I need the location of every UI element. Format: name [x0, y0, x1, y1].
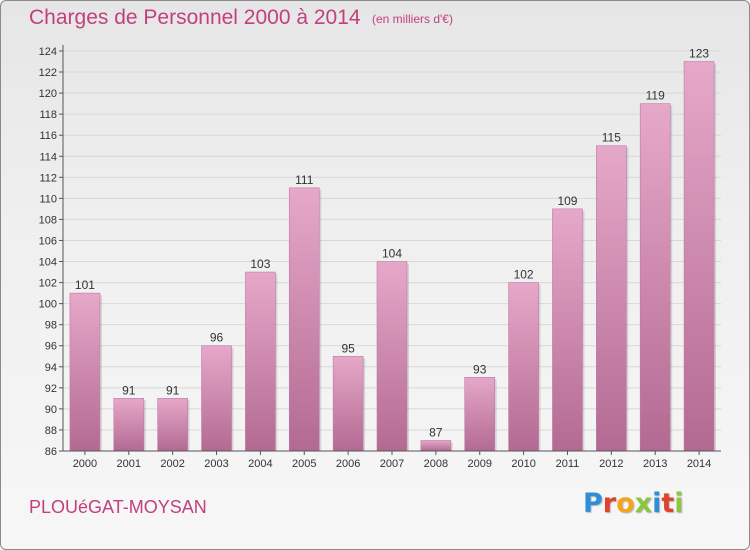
bar-value-label: 103: [250, 257, 270, 271]
bar-value-label: 109: [557, 194, 577, 208]
bar-value-label: 91: [122, 383, 136, 397]
bar-value-label: 123: [689, 47, 709, 61]
x-tick-label: 2003: [204, 458, 228, 470]
place-name: PLOUéGAT-MOYSAN: [29, 497, 207, 517]
x-tick-label: 2007: [380, 458, 404, 470]
axes: [59, 45, 721, 455]
y-tick-label: 102: [39, 278, 57, 290]
bar: [376, 261, 408, 452]
x-tick-label: 2012: [599, 458, 623, 470]
bar: [596, 145, 627, 452]
x-tick-label: 2008: [424, 458, 448, 470]
y-tick-label: 92: [45, 383, 57, 395]
x-tick-label: 2005: [292, 458, 316, 470]
bar-value-label: 96: [210, 331, 224, 345]
y-tick-label: 98: [45, 320, 57, 332]
bar-value-label: 104: [382, 247, 402, 261]
x-tick-label: 2006: [336, 458, 360, 470]
y-tick-label: 88: [45, 425, 57, 437]
y-tick-label: 122: [39, 67, 57, 79]
y-tick-label: 90: [45, 404, 57, 416]
y-tick-label: 86: [45, 446, 57, 458]
x-tick-label: 2013: [643, 458, 667, 470]
bar: [332, 355, 364, 452]
bar-value-label: 111: [295, 173, 314, 187]
logo-letter: o: [616, 488, 635, 519]
chart-unit-note: (en milliers d'€): [372, 12, 453, 26]
bar-value-label: 91: [166, 383, 180, 397]
y-tick-label: 108: [39, 214, 57, 226]
bar-value-label: 115: [602, 131, 621, 145]
y-tick-label: 116: [39, 130, 57, 142]
logo-letter: i: [674, 488, 684, 519]
y-tick-label: 112: [39, 172, 57, 184]
bars: [69, 61, 717, 452]
bar-value-label: 101: [75, 278, 95, 292]
bar: [69, 292, 101, 452]
y-tick-label: 114: [39, 151, 57, 163]
x-tick-label: 2004: [248, 458, 272, 470]
y-tick-label: 110: [39, 193, 57, 205]
bar-value-label: 93: [473, 362, 487, 376]
bar: [113, 398, 145, 452]
bar: [552, 208, 583, 452]
y-tick-label: 100: [39, 299, 57, 311]
bar: [201, 345, 232, 452]
y-tick-label: 118: [39, 109, 57, 121]
y-tick-label: 96: [45, 341, 57, 353]
bar: [464, 377, 496, 452]
x-tick-label: 2000: [73, 458, 97, 470]
proxiti-logo: Proxiti: [583, 488, 684, 519]
bar: [508, 282, 539, 452]
bar-value-label: 87: [429, 425, 443, 439]
chart-title: Charges de Personnel 2000 à 2014: [29, 6, 361, 29]
x-tick-label: 2011: [556, 458, 580, 470]
y-tick-label: 106: [39, 235, 57, 247]
y-tick-label: 94: [45, 362, 57, 374]
logo-letter: t: [661, 488, 675, 519]
logo-letter: r: [602, 488, 617, 519]
x-tick-label: 2009: [467, 458, 491, 470]
y-tick-label: 120: [39, 88, 57, 100]
bar: [639, 103, 671, 452]
bar: [288, 187, 320, 452]
bar-value-label: 102: [514, 268, 534, 282]
logo-letter: i: [652, 488, 662, 519]
x-tick-label: 2010: [511, 458, 535, 470]
bar: [245, 271, 276, 452]
x-tick-label: 2002: [160, 458, 184, 470]
y-tick-label: 104: [39, 257, 57, 269]
bar: [683, 61, 715, 452]
logo-letter: x: [634, 488, 653, 519]
bar: [420, 440, 452, 452]
x-tick-label: 2001: [117, 458, 141, 470]
x-tick-label: 2014: [687, 458, 711, 470]
bar: [157, 398, 188, 452]
bar-value-label: 95: [341, 341, 355, 355]
y-tick-label: 124: [39, 46, 57, 58]
logo-letter: P: [583, 488, 603, 519]
labels: 86 88 90 92 94 96 98 100 102 104 106 108 110 112 114 11…: [39, 46, 712, 470]
bar-value-label: 119: [646, 89, 665, 103]
